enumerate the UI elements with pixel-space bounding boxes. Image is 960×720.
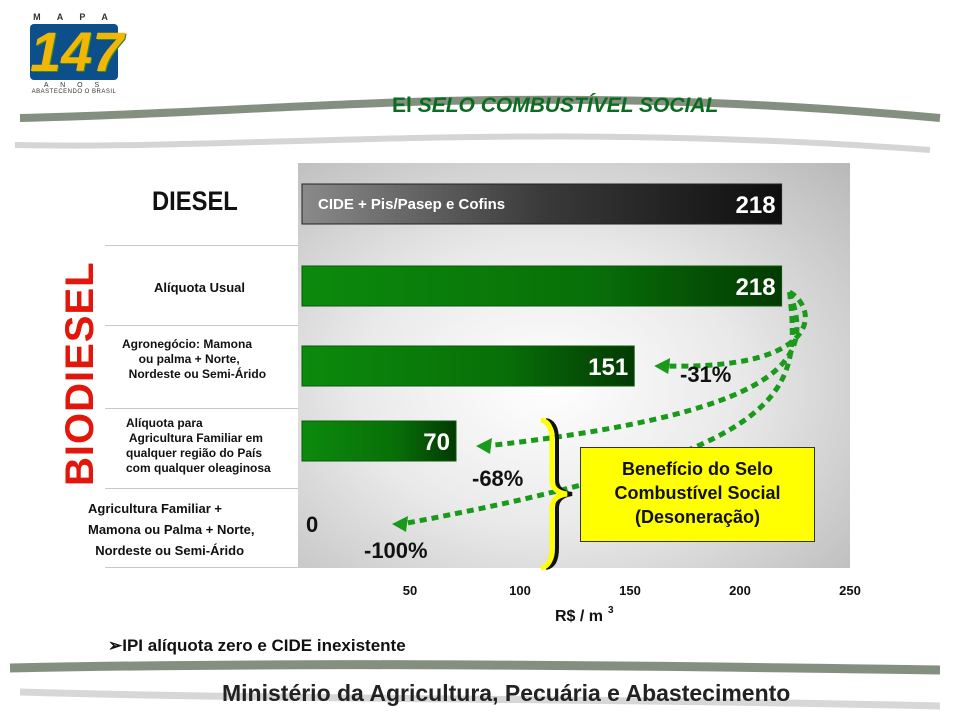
category-label-aliquota-usual: Alíquota Usual [154, 280, 246, 295]
reduction-label: -100% [364, 538, 428, 563]
mapa-147-logo: M A P A 147 A N O S ABASTECENDO O BRASIL [24, 12, 124, 106]
page-title: El SELO COMBUSTÍVEL SOCIAL [392, 94, 718, 118]
bottom-swoosh-shadow [19, 688, 941, 710]
row-separator [105, 325, 298, 326]
row-separator [105, 408, 298, 409]
bar [301, 265, 783, 307]
reduction-label: -31% [680, 362, 731, 387]
category-label-agricultura-familiar: Alíquota para Agricultura Familiar em qu… [126, 416, 271, 475]
bar-value-label: 0 [306, 512, 318, 537]
bar-value-label: 218 [736, 274, 776, 301]
bar [301, 420, 457, 462]
callout-line-2: Combustível Social [614, 483, 781, 503]
bar-inner-label: CIDE + Pis/Pasep e Cofins [318, 196, 505, 213]
row-separator [105, 567, 298, 568]
category-label-agricultura-familiar-mamona: Agricultura Familiar + Mamona ou Palma +… [88, 501, 255, 558]
bar [301, 183, 783, 225]
bottom-swoosh [9, 660, 941, 675]
logo-bottom-text: ABASTECENDO O BRASIL [31, 89, 117, 95]
x-axis-label: R$ / m [555, 608, 603, 625]
row-separator [105, 488, 298, 489]
x-axis-label-superscript: 3 [608, 605, 614, 616]
footnote: ➢IPI alíquota zero e CIDE inexistente [108, 636, 406, 655]
x-tick-label: 100 [509, 583, 531, 598]
title-italic: SELO COMBUSTÍVEL SOCIAL [417, 94, 719, 117]
reduction-arrowhead [392, 516, 408, 532]
curly-brace-fill [540, 417, 568, 571]
reduction-arrowhead [654, 358, 671, 374]
x-tick-label: 200 [729, 583, 751, 598]
top-swoosh-shadow [14, 133, 931, 153]
logo-top-text: M A P A [33, 12, 115, 22]
x-tick-label: 50 [403, 583, 417, 598]
row-separator [105, 245, 298, 246]
bar-value-label: 70 [423, 429, 450, 456]
reduction-arrow [664, 289, 808, 369]
logo-number: 147 [30, 20, 124, 83]
callout-line-1: Benefício do Selo [621, 459, 774, 479]
reduction-arrow [401, 291, 795, 527]
x-tick-label: 150 [619, 583, 641, 598]
bar-value-label: 218 [736, 192, 776, 219]
top-swoosh [19, 95, 941, 122]
curly-brace [545, 418, 573, 570]
bar [301, 345, 635, 387]
bar-value-label: 151 [588, 354, 628, 381]
logo-middle-text: A N O S [43, 82, 105, 89]
diesel-category-label: DIESEL [152, 186, 238, 216]
callout-line-3: (Desoneração) [634, 507, 761, 527]
ministry-footer: Ministério da Agricultura, Pecuária e Ab… [222, 680, 791, 706]
reduction-label: -68% [472, 466, 523, 491]
x-tick-label: 250 [839, 583, 861, 598]
title-prefix: El [392, 94, 412, 117]
reduction-arrowhead [476, 438, 492, 454]
benefit-callout-box: Benefício do Selo Combustível Social (De… [580, 447, 815, 542]
category-label-agronegocio: Agronegócio: Mamona ou palma + Norte, No… [122, 337, 267, 381]
reduction-arrow [485, 291, 800, 449]
